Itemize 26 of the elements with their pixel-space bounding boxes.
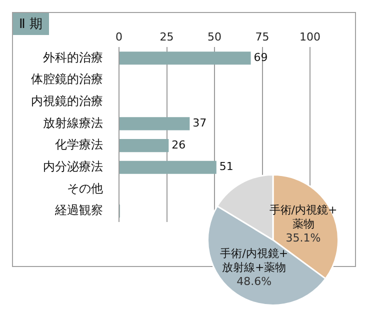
- bar: [120, 52, 251, 65]
- y-tick-label: 経過観察: [54, 203, 103, 218]
- y-tick-label: 化学療法: [55, 138, 103, 152]
- x-tick-label: 50: [208, 30, 222, 44]
- chart-title: Ⅱ 期: [13, 13, 49, 35]
- data-label: 69: [254, 50, 268, 64]
- x-tick-label: 100: [300, 30, 320, 44]
- bar: [120, 138, 169, 152]
- y-tick-label: 放射線療法: [43, 116, 103, 130]
- data-label: 26: [172, 138, 186, 152]
- y-tick-label: 外科的治療: [43, 50, 103, 64]
- slice-label: 手術/内視鏡+薬物: [269, 204, 338, 231]
- x-tick-label: 75: [255, 30, 270, 44]
- data-label: 37: [192, 116, 207, 130]
- x-tick-label: 0: [116, 30, 122, 44]
- x-tick-label: 25: [160, 30, 174, 44]
- data-label: 48.6%: [236, 275, 272, 288]
- bar: [120, 117, 190, 130]
- y-tick-label: その他: [67, 181, 103, 196]
- bar: [120, 160, 216, 174]
- data-label: 51: [219, 160, 234, 174]
- data-label: 35.1%: [286, 232, 321, 245]
- slice-label: 手術/内視鏡+放射線+薬物: [220, 247, 288, 274]
- y-tick-label: 内視鏡的治療: [31, 94, 103, 108]
- y-tick-label: 内分泌療法: [43, 160, 103, 174]
- y-tick-label: 体腔鏡的治療: [31, 72, 103, 86]
